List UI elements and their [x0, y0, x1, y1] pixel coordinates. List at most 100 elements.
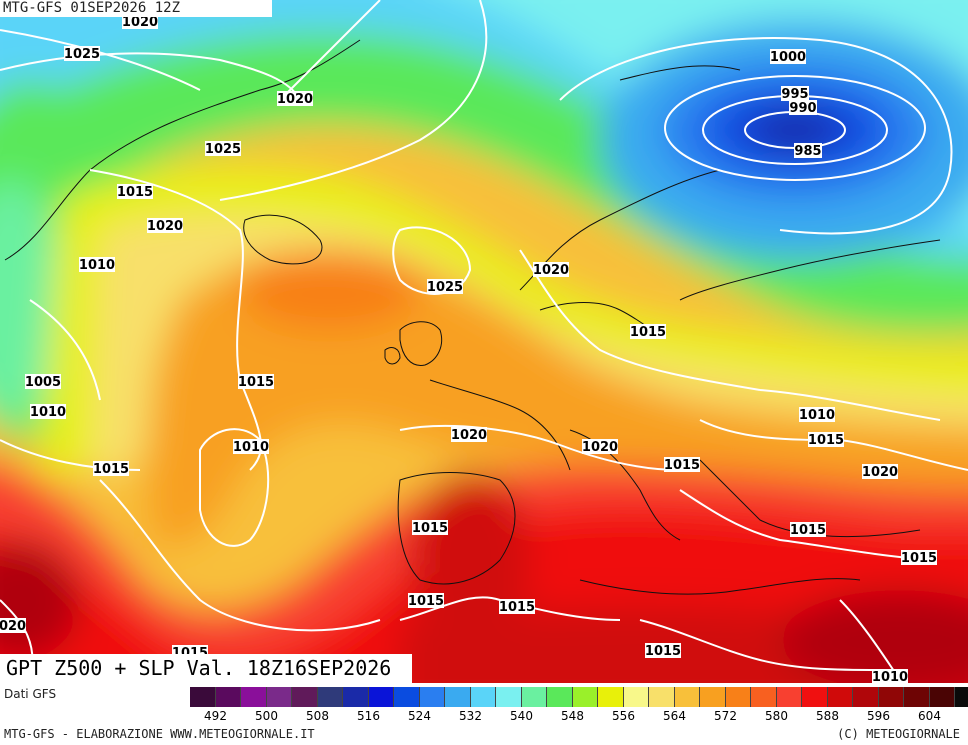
scale-swatch	[190, 687, 216, 707]
scale-swatch	[343, 687, 369, 707]
isobar-label: 1000	[770, 50, 806, 65]
scale-swatch	[649, 687, 675, 707]
isobar-label: 1015	[93, 462, 129, 477]
isobar-label: 1010	[79, 258, 115, 273]
isobar-label-bg	[808, 432, 844, 447]
isobar-label: 1005	[25, 375, 61, 390]
isobar-label: 1020	[122, 15, 158, 30]
scale-tick-label: 580	[765, 709, 788, 723]
isobar-label: 1025	[205, 142, 241, 157]
scale-swatch	[955, 687, 968, 707]
scale-swatch	[368, 687, 394, 707]
scale-tick-label: 572	[714, 709, 737, 723]
isobar-label: 1015	[645, 644, 681, 659]
scale-swatch	[215, 687, 241, 707]
credit-left: MTG-GFS - ELABORAZIONE WWW.METEOGIORNALE…	[4, 727, 315, 741]
isobar-label: 1020	[451, 428, 487, 443]
scale-tick-label: 500	[255, 709, 278, 723]
scale-swatch	[598, 687, 624, 707]
isobar-label: 1015	[499, 600, 535, 615]
isobar-label: 985	[794, 144, 821, 159]
isobar-label: 1010	[30, 405, 66, 420]
isobar-label: 1015	[408, 594, 444, 609]
scale-swatch	[929, 687, 955, 707]
isobar-label-bg	[79, 257, 115, 272]
scale-swatch	[266, 687, 292, 707]
scale-swatch	[241, 687, 267, 707]
scale-tick-label: 508	[306, 709, 329, 723]
isobar-label-bg	[93, 461, 129, 476]
isobar-label-bg	[630, 324, 666, 339]
scale-swatch	[419, 687, 445, 707]
isobar-label-bg	[0, 618, 26, 633]
isobar-label-bg	[147, 218, 183, 233]
scale-swatch	[776, 687, 802, 707]
isobar-label-bg	[582, 439, 618, 454]
isobar-label: 1020	[0, 619, 26, 634]
isobar-label: 1010	[872, 670, 908, 683]
scale-swatch	[853, 687, 879, 707]
isobar-label: 1010	[799, 408, 835, 423]
isobar-label-bg	[25, 374, 61, 389]
scale-swatch	[394, 687, 420, 707]
scale-tick-label: 588	[816, 709, 839, 723]
isobar-label-bg	[781, 86, 809, 101]
scale-tick-label: 532	[459, 709, 482, 723]
map-title: GPT Z500 + SLP Val. 18Z16SEP2026	[0, 654, 412, 683]
scale-swatch	[802, 687, 828, 707]
isobar-label: 1015	[238, 375, 274, 390]
scale-swatch	[725, 687, 751, 707]
scale-swatch	[623, 687, 649, 707]
scale-swatch	[572, 687, 598, 707]
scale-tick-label: 556	[612, 709, 635, 723]
scale-swatch	[445, 687, 471, 707]
isobar-label-bg	[277, 91, 313, 106]
isobar-label-bg	[451, 427, 487, 442]
scale-swatch	[751, 687, 777, 707]
isobar-label-bg	[872, 669, 908, 683]
isobar-label: 1025	[64, 47, 100, 62]
isobar-label-bg	[117, 184, 153, 199]
isobar-label-bg	[408, 593, 444, 608]
isobar-label: 1015	[790, 523, 826, 538]
isobar-label: 1015	[901, 551, 937, 566]
isobar-label: 1020	[533, 263, 569, 278]
scale-tick-label: 564	[663, 709, 686, 723]
scale-swatch	[827, 687, 853, 707]
isobar-labels: 1020 1025 1020 1025 1015 1020 1010 1025 1020 1015…	[0, 14, 937, 683]
scale-tick-label: 596	[867, 709, 890, 723]
scale-swatch	[470, 687, 496, 707]
scale-tick-label: 548	[561, 709, 584, 723]
scale-swatch	[292, 687, 318, 707]
isobar-label-bg	[664, 457, 700, 472]
isobar-label-bg	[790, 522, 826, 537]
isobar-label-bg	[412, 520, 448, 535]
color-scale-ticks: 492 500 508 516 524 532 540 548 556 564 572 580 588 5…	[190, 709, 968, 723]
isobar-label-bg	[799, 407, 835, 422]
isobar-label: 1020	[862, 465, 898, 480]
isobar-label-bg	[238, 374, 274, 389]
isobar-label-bg	[205, 141, 241, 156]
isobar-label-bg	[30, 404, 66, 419]
isobar-label-bg	[233, 439, 269, 454]
color-scale	[190, 687, 968, 707]
isobar-label: 1020	[582, 440, 618, 455]
run-label: MTG-GFS 01SEP2026 12Z	[0, 0, 272, 17]
scale-tick-label: 604	[918, 709, 941, 723]
scale-swatch	[878, 687, 904, 707]
scale-swatch	[700, 687, 726, 707]
scale-swatch	[496, 687, 522, 707]
isobar-label: 1020	[277, 92, 313, 107]
isobar-label-bg	[645, 643, 681, 658]
scale-swatch	[547, 687, 573, 707]
scale-tick-label: 516	[357, 709, 380, 723]
scale-swatch	[521, 687, 547, 707]
scale-tick-label: 524	[408, 709, 431, 723]
weather-map: 1020 1025 1020 1025 1015 1020 1010 1025 1020 1015…	[0, 0, 968, 683]
isobar-label: 1015	[117, 185, 153, 200]
scale-swatch	[674, 687, 700, 707]
isobar-label-bg	[122, 14, 158, 29]
isobar-label-bg	[862, 464, 898, 479]
scale-tick-label: 540	[510, 709, 533, 723]
isobar-label: 990	[789, 101, 816, 116]
